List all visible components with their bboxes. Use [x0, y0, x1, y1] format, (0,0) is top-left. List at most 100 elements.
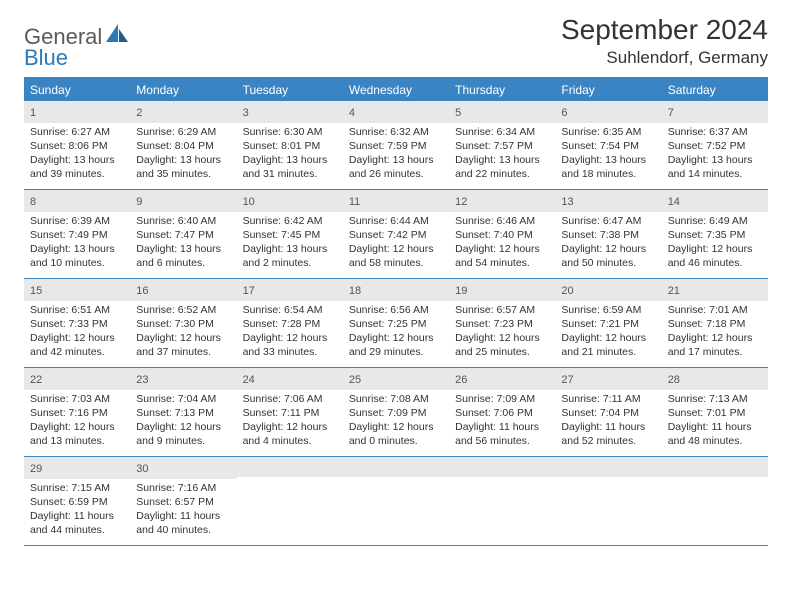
daylight-2: and 22 minutes.: [455, 167, 549, 181]
daylight-1: Daylight: 13 hours: [243, 153, 337, 167]
calendar: Sunday Monday Tuesday Wednesday Thursday…: [24, 77, 768, 546]
day-body: Sunrise: 7:01 AMSunset: 7:18 PMDaylight:…: [662, 301, 768, 366]
sunrise: Sunrise: 6:56 AM: [349, 303, 443, 317]
daynum-row: 27: [555, 368, 661, 390]
day-cell: 20Sunrise: 6:59 AMSunset: 7:21 PMDayligh…: [555, 279, 661, 367]
day-body: [343, 477, 449, 545]
day-cell: [662, 457, 768, 545]
daynum-row: 1: [24, 101, 130, 123]
day-body: Sunrise: 6:35 AMSunset: 7:54 PMDaylight:…: [555, 123, 661, 188]
day-number: 28: [668, 374, 680, 386]
sunset: Sunset: 8:04 PM: [136, 139, 230, 153]
sunrise: Sunrise: 7:03 AM: [30, 392, 124, 406]
weekday-sun: Sunday: [24, 79, 130, 101]
day-body: Sunrise: 6:52 AMSunset: 7:30 PMDaylight:…: [130, 301, 236, 366]
day-body: Sunrise: 6:40 AMSunset: 7:47 PMDaylight:…: [130, 212, 236, 277]
day-body: Sunrise: 7:06 AMSunset: 7:11 PMDaylight:…: [237, 390, 343, 455]
day-number: 9: [136, 196, 142, 208]
day-cell: 28Sunrise: 7:13 AMSunset: 7:01 PMDayligh…: [662, 368, 768, 456]
day-number: 20: [561, 285, 573, 297]
day-number: 13: [561, 196, 573, 208]
day-cell: 30Sunrise: 7:16 AMSunset: 6:57 PMDayligh…: [130, 457, 236, 545]
sunset: Sunset: 7:28 PM: [243, 317, 337, 331]
daylight-1: Daylight: 12 hours: [349, 420, 443, 434]
sunset: Sunset: 7:33 PM: [30, 317, 124, 331]
sunrise: Sunrise: 7:01 AM: [668, 303, 762, 317]
day-body: Sunrise: 6:30 AMSunset: 8:01 PMDaylight:…: [237, 123, 343, 188]
week-row: 29Sunrise: 7:15 AMSunset: 6:59 PMDayligh…: [24, 457, 768, 546]
daynum-row: 23: [130, 368, 236, 390]
day-cell: 19Sunrise: 6:57 AMSunset: 7:23 PMDayligh…: [449, 279, 555, 367]
daynum-row: 7: [662, 101, 768, 123]
day-number: 2: [136, 107, 142, 119]
sunset: Sunset: 7:52 PM: [668, 139, 762, 153]
logo-text: General Blue: [24, 22, 130, 69]
weekday-sat: Saturday: [662, 79, 768, 101]
daylight-1: Daylight: 13 hours: [136, 242, 230, 256]
day-body: Sunrise: 7:15 AMSunset: 6:59 PMDaylight:…: [24, 479, 130, 544]
day-number: 22: [30, 374, 42, 386]
daynum-row: 29: [24, 457, 130, 479]
daylight-2: and 4 minutes.: [243, 434, 337, 448]
sunrise: Sunrise: 7:16 AM: [136, 481, 230, 495]
day-body: [555, 477, 661, 545]
title-block: September 2024 Suhlendorf, Germany: [561, 14, 768, 68]
day-number: 26: [455, 374, 467, 386]
day-cell: 12Sunrise: 6:46 AMSunset: 7:40 PMDayligh…: [449, 190, 555, 278]
sunset: Sunset: 7:09 PM: [349, 406, 443, 420]
daylight-2: and 40 minutes.: [136, 523, 230, 537]
daynum-row: 24: [237, 368, 343, 390]
day-cell: 9 Sunrise: 6:40 AMSunset: 7:47 PMDaylight…: [130, 190, 236, 278]
sunset: Sunset: 6:59 PM: [30, 495, 124, 509]
day-body: Sunrise: 6:49 AMSunset: 7:35 PMDaylight:…: [662, 212, 768, 277]
daylight-2: and 29 minutes.: [349, 345, 443, 359]
day-body: Sunrise: 6:34 AMSunset: 7:57 PMDaylight:…: [449, 123, 555, 188]
daynum-row: 15: [24, 279, 130, 301]
daylight-1: Daylight: 12 hours: [455, 331, 549, 345]
day-cell: 26Sunrise: 7:09 AMSunset: 7:06 PMDayligh…: [449, 368, 555, 456]
day-cell: 25Sunrise: 7:08 AMSunset: 7:09 PMDayligh…: [343, 368, 449, 456]
sunrise: Sunrise: 7:04 AM: [136, 392, 230, 406]
location: Suhlendorf, Germany: [561, 48, 768, 68]
sunrise: Sunrise: 6:59 AM: [561, 303, 655, 317]
daylight-2: and 9 minutes.: [136, 434, 230, 448]
day-number: 4: [349, 107, 355, 119]
sunrise: Sunrise: 6:49 AM: [668, 214, 762, 228]
sunset: Sunset: 7:40 PM: [455, 228, 549, 242]
day-cell: [343, 457, 449, 545]
daylight-1: Daylight: 12 hours: [136, 420, 230, 434]
daylight-2: and 50 minutes.: [561, 256, 655, 270]
daylight-2: and 37 minutes.: [136, 345, 230, 359]
sunset: Sunset: 7:01 PM: [668, 406, 762, 420]
sunrise: Sunrise: 6:47 AM: [561, 214, 655, 228]
day-body: Sunrise: 6:44 AMSunset: 7:42 PMDaylight:…: [343, 212, 449, 277]
daylight-1: Daylight: 12 hours: [243, 331, 337, 345]
day-cell: 18Sunrise: 6:56 AMSunset: 7:25 PMDayligh…: [343, 279, 449, 367]
daylight-1: Daylight: 12 hours: [30, 331, 124, 345]
sunrise: Sunrise: 7:06 AM: [243, 392, 337, 406]
day-number: 21: [668, 285, 680, 297]
sunset: Sunset: 8:06 PM: [30, 139, 124, 153]
daylight-2: and 44 minutes.: [30, 523, 124, 537]
daylight-2: and 25 minutes.: [455, 345, 549, 359]
day-cell: [449, 457, 555, 545]
daynum-row: 25: [343, 368, 449, 390]
daylight-2: and 18 minutes.: [561, 167, 655, 181]
day-body: [449, 477, 555, 545]
daylight-2: and 14 minutes.: [668, 167, 762, 181]
daylight-2: and 26 minutes.: [349, 167, 443, 181]
day-number: 19: [455, 285, 467, 297]
day-number: 16: [136, 285, 148, 297]
day-cell: 6Sunrise: 6:35 AMSunset: 7:54 PMDaylight…: [555, 101, 661, 189]
sunrise: Sunrise: 6:39 AM: [30, 214, 124, 228]
sunrise: Sunrise: 6:32 AM: [349, 125, 443, 139]
daynum-row: 14: [662, 190, 768, 212]
daylight-1: Daylight: 12 hours: [668, 331, 762, 345]
day-cell: [555, 457, 661, 545]
daynum-row: 19: [449, 279, 555, 301]
sunrise: Sunrise: 6:40 AM: [136, 214, 230, 228]
daynum-row: 5: [449, 101, 555, 123]
daylight-1: Daylight: 12 hours: [349, 242, 443, 256]
daynum-row: 6: [555, 101, 661, 123]
day-number: 14: [668, 196, 680, 208]
